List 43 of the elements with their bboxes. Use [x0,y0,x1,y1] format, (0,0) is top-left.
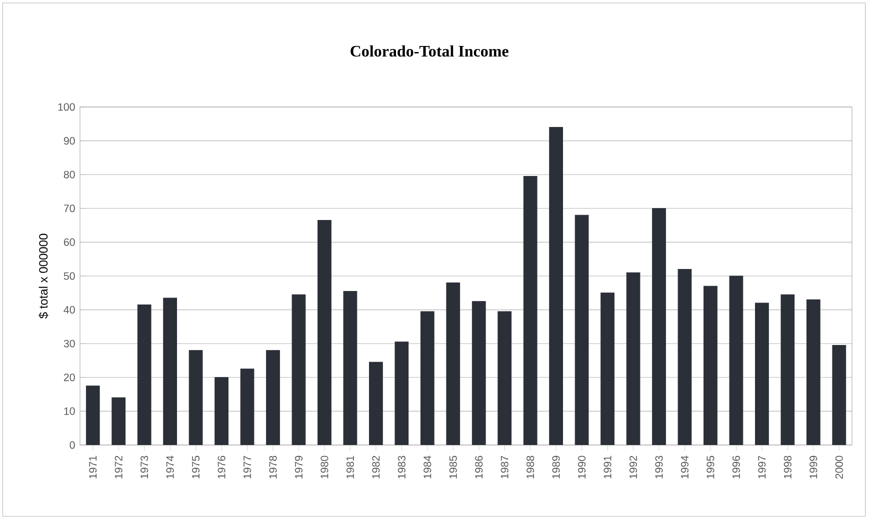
x-tick-label: 1981 [346,456,354,478]
x-tick-label: 1973 [140,456,148,478]
x-tick-label: 1979 [294,456,303,478]
x-tick-label: 1996 [732,456,740,478]
y-tick-label: 40 [64,306,75,314]
y-tick-label: 60 [64,238,75,246]
x-tick-label: 1980 [320,456,328,478]
y-tick-label: 80 [64,170,75,178]
y-tick-label: 20 [64,374,75,382]
x-tick-label: 1972 [114,456,122,478]
x-tick-label: 1983 [398,456,406,478]
x-tick-label: 1998 [784,456,792,478]
x-tick-label: 1975 [192,456,200,478]
chart-title: Colorado-Total Income [350,45,508,57]
x-tick-label: 1978 [269,456,277,478]
y-tick-label: 90 [64,137,75,145]
y-tick-label: 50 [64,272,75,280]
x-tick-label: 2000 [835,456,843,479]
x-tick-label: 1992 [629,456,638,478]
x-tick-label: 1986 [475,456,483,478]
x-tick-label: 1977 [243,456,252,478]
y-tick-label: 70 [64,204,75,212]
x-tick-label: 1974 [166,456,174,478]
y-tick-label: 30 [64,340,75,348]
x-tick-label: 1989 [552,456,560,478]
x-tick-label: 1988 [526,456,534,478]
x-tick-label: 1994 [680,456,689,478]
x-tick-label: 1982 [372,456,380,478]
x-tick-label: 1971 [89,456,97,478]
x-tick-label: 1997 [758,456,766,478]
x-tick-label: 1990 [578,456,586,478]
y-axis-title: $ total x 000000 [38,234,48,319]
x-tick-label: 1993 [655,456,663,478]
x-tick-label: 1985 [449,456,457,478]
y-tick-label: 0 [70,441,75,449]
x-tick-label: 1991 [604,456,612,478]
x-tick-label: 1987 [500,456,508,478]
y-tick-label: 100 [58,103,75,111]
x-tick-label: 1984 [424,456,432,478]
x-tick-label: 1999 [810,456,818,478]
x-tick-label: 1976 [218,456,226,478]
y-tick-label: 10 [64,407,75,415]
x-tick-label: 1995 [706,456,714,478]
